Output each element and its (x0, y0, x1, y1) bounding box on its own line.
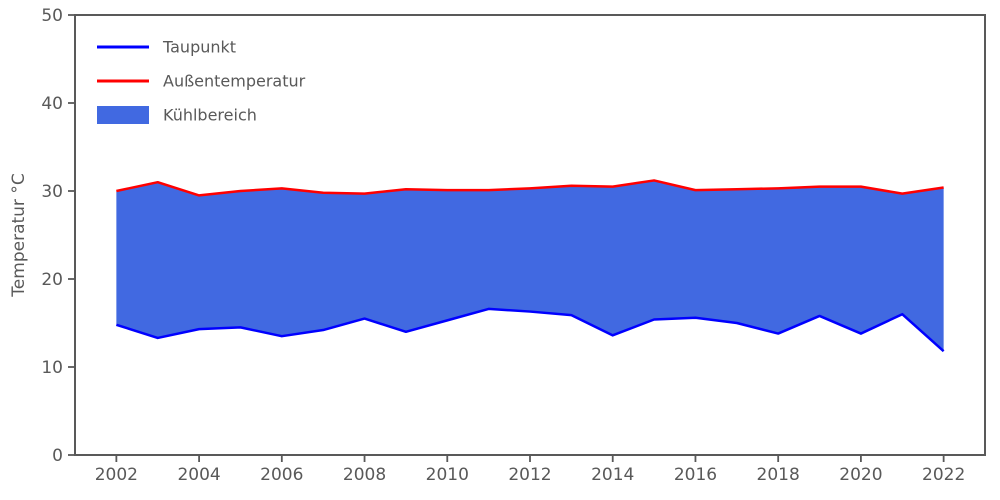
legend-label-1: Außentemperatur (163, 72, 306, 91)
y-axis-label: Temperatur °C (9, 173, 29, 297)
y-tick-label: 20 (41, 270, 63, 290)
line-taupunkt (115, 307, 945, 353)
line-aussentemperatur (116, 179, 944, 197)
legend-label-2: Kühlbereich (163, 106, 257, 125)
x-tick-label: 2012 (508, 465, 551, 485)
y-tick-label: 40 (41, 94, 63, 114)
x-tick-label: 2014 (591, 465, 634, 485)
x-tick-label: 2018 (757, 465, 800, 485)
y-tick-label: 10 (41, 358, 63, 378)
x-tick-label: 2004 (177, 465, 220, 485)
fill-area-kuehlbereich (116, 180, 944, 352)
y-tick-label: 50 (41, 6, 63, 26)
y-tick-label: 30 (41, 182, 63, 202)
x-tick-label: 2020 (839, 465, 882, 485)
x-tick-label: 2016 (674, 465, 717, 485)
legend-label-0: Taupunkt (162, 38, 236, 57)
x-tick-label: 2022 (922, 465, 965, 485)
y-tick-label: 0 (52, 446, 63, 466)
x-tick-label: 2002 (95, 465, 138, 485)
x-tick-label: 2008 (343, 465, 386, 485)
x-tick-label: 2010 (426, 465, 469, 485)
legend-sample-patch-2 (97, 106, 149, 124)
x-tick-label: 2006 (260, 465, 303, 485)
